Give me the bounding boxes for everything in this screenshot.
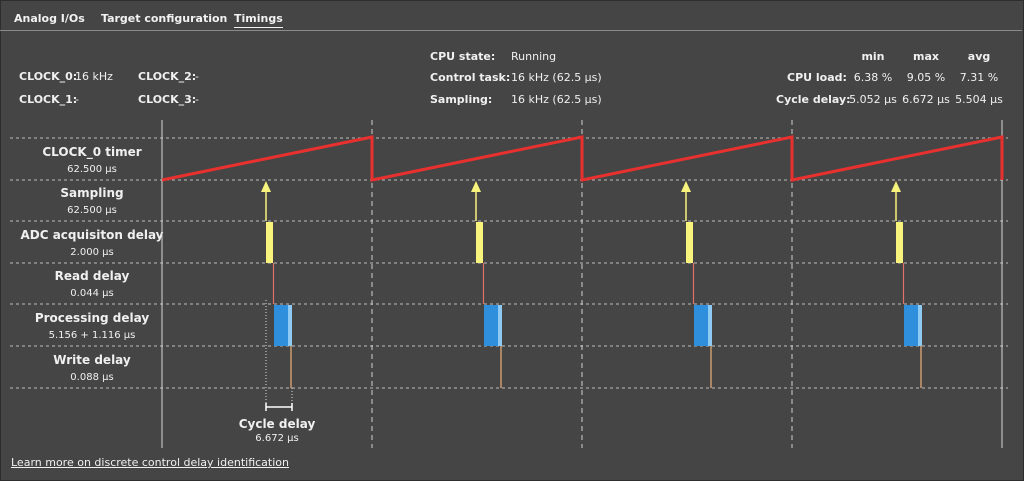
channel-title-read-delay: Read delay (54, 269, 130, 283)
tab-timings[interactable]: Timings (234, 12, 283, 28)
tab-target-configuration[interactable]: Target configuration (101, 12, 228, 25)
sampling-arrowhead-2 (681, 181, 691, 192)
channel-value-processing-delay: 5.156 + 1.116 µs (48, 330, 136, 341)
processing-bar-0 (274, 305, 288, 346)
processing-bar-extra-2 (708, 305, 712, 346)
cpu-state-value: Running (511, 50, 557, 63)
learn-more-link[interactable]: Learn more on discrete control delay ide… (11, 456, 289, 469)
stats-max-header: max (913, 50, 939, 63)
control-task-value: 16 kHz (62.5 µs) (511, 71, 602, 84)
channel-value-clock0-timer: 62.500 µs (67, 164, 117, 175)
processing-bar-extra-3 (918, 305, 922, 346)
cpu-load-label: CPU load: (787, 71, 847, 84)
clock1-value: - (75, 93, 79, 106)
channel-title-sampling: Sampling (60, 186, 124, 200)
processing-bar-extra-1 (498, 305, 502, 346)
processing-bar-3 (904, 305, 918, 346)
clock3-label: CLOCK_3: (138, 93, 197, 106)
adc-bar-1 (476, 222, 483, 263)
channel-value-write-delay: 0.088 µs (70, 372, 114, 383)
channel-value-adc-delay: 2.000 µs (70, 247, 114, 258)
channel-value-read-delay: 0.044 µs (70, 288, 114, 299)
stats-avg-header: avg (967, 50, 991, 63)
tab-analog-ios[interactable]: Analog I/Os (14, 12, 85, 25)
cycle-delay-min: 5.052 µs (849, 93, 897, 106)
cycle-delay-avg: 5.504 µs (955, 93, 1003, 106)
channel-title-write-delay: Write delay (53, 353, 131, 367)
tab-divider (0, 30, 1022, 31)
cpu-load-avg: 7.31 % (959, 71, 999, 84)
clock0-sawtooth (161, 135, 1004, 182)
stats-min-header: min (861, 50, 885, 63)
sampling-arrowhead-3 (891, 181, 901, 192)
adc-bar-0 (266, 222, 273, 263)
cycle-delay-marker-title: Cycle delay (238, 417, 316, 431)
adc-bar-3 (896, 222, 903, 263)
sampling-value: 16 kHz (62.5 µs) (511, 93, 602, 106)
channel-value-sampling: 62.500 µs (67, 205, 117, 216)
tab-bar: Analog I/Os Target configuration Timings (0, 0, 1022, 30)
processing-bar-1 (484, 305, 498, 346)
sampling-arrowhead-0 (261, 181, 271, 192)
cycle-delay-label: Cycle delay: (776, 93, 851, 106)
clock3-value: - (195, 93, 199, 106)
cpu-load-max: 9.05 % (906, 71, 946, 84)
channel-title-adc-delay: ADC acquisiton delay (20, 228, 164, 242)
channel-title-clock0-timer: CLOCK_0 timer (42, 145, 142, 159)
sampling-label: Sampling: (430, 93, 493, 106)
cycle-delay-max: 6.672 µs (902, 93, 950, 106)
clock1-label: CLOCK_1: (19, 93, 78, 106)
control-task-label: Control task: (430, 71, 511, 84)
clock0-value: 16 kHz (75, 70, 113, 83)
channel-title-processing-delay: Processing delay (34, 311, 150, 325)
sampling-arrowhead-1 (471, 181, 481, 192)
clock2-value: - (195, 70, 199, 83)
cpu-state-label: CPU state: (430, 50, 496, 63)
cpu-load-min: 6.38 % (853, 71, 893, 84)
processing-bar-extra-0 (288, 305, 292, 346)
processing-bar-2 (694, 305, 708, 346)
cycle-delay-marker-value: 6.672 µs (255, 433, 299, 444)
clock0-label: CLOCK_0: (19, 70, 78, 83)
clock2-label: CLOCK_2: (138, 70, 197, 83)
adc-bar-2 (686, 222, 693, 263)
